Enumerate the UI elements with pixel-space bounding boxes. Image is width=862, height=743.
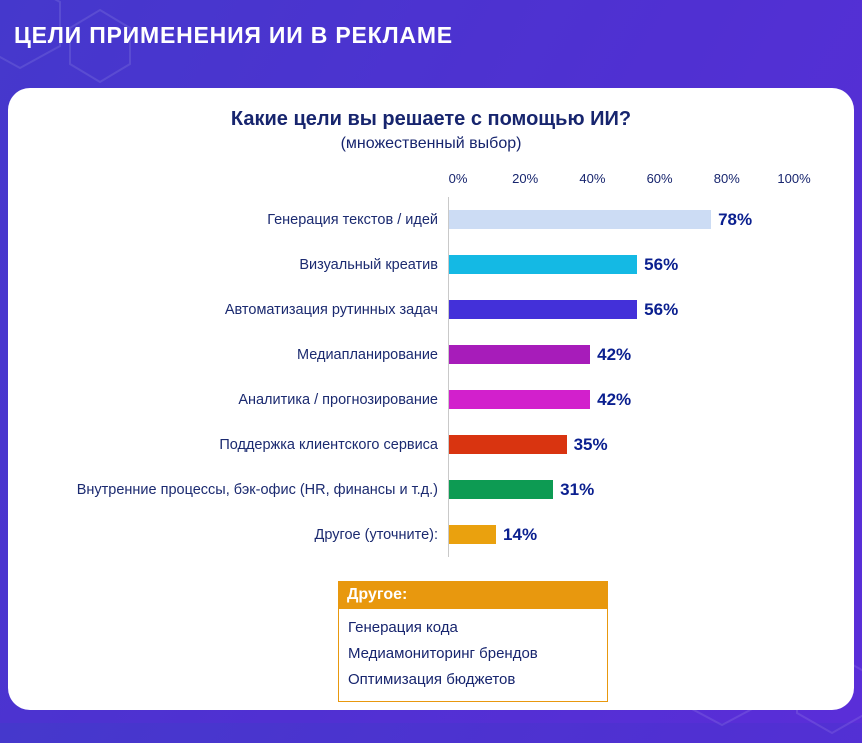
value-label: 42% <box>597 344 632 364</box>
value-label: 78% <box>718 209 753 229</box>
category-label: Другое (уточните): <box>314 526 438 543</box>
category-label: Поддержка клиентского сервиса <box>219 436 438 453</box>
bar-track: 35% <box>448 422 785 467</box>
x-axis-tick: 60% <box>646 171 673 186</box>
bar-track: 78% <box>448 197 785 242</box>
bar <box>449 300 638 319</box>
bar-row: Генерация текстов / идей 78% <box>24 197 838 242</box>
bar-track: 42% <box>448 377 785 422</box>
x-axis-tick: 80% <box>713 171 740 186</box>
bar <box>449 390 591 409</box>
value-label: 14% <box>503 524 538 544</box>
bar-row: Поддержка клиентского сервиса 35% <box>24 422 838 467</box>
bar-row: Внутренние процессы, бэк-офис (HR, финан… <box>24 467 838 512</box>
category-label: Медиапланирование <box>297 346 438 363</box>
bar-row: Другое (уточните): 14% <box>24 512 838 557</box>
category-label: Автоматизация рутинных задач <box>224 301 438 318</box>
bar <box>449 480 554 499</box>
bar-chart: 0% 20% 40% 60% 80% 100% Генерация текстов / и… <box>24 171 838 557</box>
x-axis-tick: 0% <box>448 171 468 186</box>
bar-row: Аналитика / прогнозирование 42% <box>24 377 838 422</box>
value-label: 31% <box>560 479 595 499</box>
bar-track: 14% <box>448 512 785 557</box>
bar-track: 56% <box>448 242 785 287</box>
chart-card: Какие цели вы решаете с помощью ИИ? (мно… <box>8 88 854 710</box>
other-item: Медиамониторинг брендов <box>348 645 538 662</box>
other-item: Генерация кода <box>348 619 458 636</box>
bar <box>449 255 638 274</box>
x-axis-tick: 20% <box>512 171 539 186</box>
bar-row: Автоматизация рутинных задач 56% <box>24 287 838 332</box>
category-label: Визуальный креатив <box>299 256 438 273</box>
bar <box>449 525 497 544</box>
bar <box>449 210 712 229</box>
x-axis: 0% 20% 40% 60% 80% 100% <box>449 171 811 193</box>
bar-rows: Генерация текстов / идей 78% Визуальный кр… <box>24 197 838 557</box>
other-box-list: Генерация кода Медиамониторинг брендов Опт… <box>338 609 608 702</box>
category-label: Аналитика / прогнозирование <box>238 391 438 408</box>
value-label: 56% <box>644 254 679 274</box>
other-box: Другое: Генерация кода Медиамониторинг бр… <box>338 581 608 702</box>
bar-track: 42% <box>448 332 785 377</box>
bar-track: 56% <box>448 287 785 332</box>
bar-row: Визуальный креатив 56% <box>24 242 838 287</box>
bar-row: Медиапланирование 42% <box>24 332 838 377</box>
category-label: Внутренние процессы, бэк-офис (HR, финан… <box>76 481 438 498</box>
other-item: Оптимизация бюджетов <box>348 671 516 688</box>
value-label: 56% <box>644 299 679 319</box>
value-label: 35% <box>573 434 608 454</box>
chart-title: Какие цели вы решаете с помощью ИИ? <box>230 108 632 130</box>
page-title: ЦЕЛИ ПРИМЕНЕНИЯ ИИ В РЕКЛАМЕ <box>14 22 453 48</box>
chart-subtitle: (множественный выбор) <box>340 135 522 152</box>
bar-track: 31% <box>448 467 785 512</box>
page-header: ЦЕЛИ ПРИМЕНЕНИЯ ИИ В РЕКЛАМЕ <box>0 0 862 88</box>
value-label: 42% <box>597 389 632 409</box>
x-axis-tick: 40% <box>579 171 606 186</box>
bar <box>449 345 591 364</box>
x-axis-tick: 100% <box>777 171 811 186</box>
category-label: Генерация текстов / идей <box>267 211 438 228</box>
bar <box>449 435 567 454</box>
other-box-title: Другое: <box>338 581 608 609</box>
